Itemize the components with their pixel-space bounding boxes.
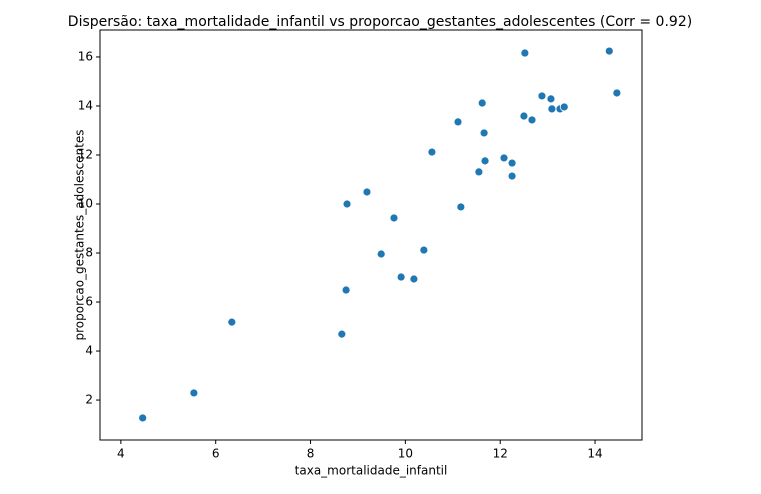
chart-title: Dispersão: taxa_mortalidade_infantil vs …: [68, 14, 692, 30]
y-axis-label: proporcao_gestantes_adolescentes: [73, 129, 87, 340]
point: [456, 202, 466, 212]
x-tick-label: 12: [493, 447, 508, 461]
point: [480, 156, 490, 166]
point: [612, 88, 622, 98]
x-tick-label: 6: [212, 447, 220, 461]
y-tick-label: 4: [85, 344, 93, 358]
x-tick-label: 14: [587, 447, 602, 461]
point: [138, 413, 148, 423]
point: [453, 117, 463, 127]
point: [389, 213, 399, 223]
point: [547, 104, 557, 114]
point: [337, 329, 347, 339]
point: [189, 388, 199, 398]
point: [499, 153, 509, 163]
y-tick-label: 16: [78, 49, 93, 63]
point: [537, 91, 547, 101]
point: [341, 285, 351, 295]
point: [520, 48, 530, 58]
x-tick-label: 8: [307, 447, 315, 461]
y-tick-label: 6: [85, 295, 93, 309]
y-tick-label: 10: [78, 196, 93, 210]
x-axis-label: taxa_mortalidade_infantil: [295, 464, 448, 478]
point: [527, 115, 537, 125]
point: [519, 111, 529, 121]
x-tick-label: 4: [117, 447, 125, 461]
point: [409, 274, 419, 284]
point: [507, 171, 517, 181]
point: [479, 128, 489, 138]
y-tick-label: 8: [85, 246, 93, 260]
point: [376, 249, 386, 259]
point: [477, 98, 487, 108]
point: [396, 272, 406, 282]
point: [546, 94, 556, 104]
point: [342, 199, 352, 209]
x-tick-label: 10: [398, 447, 413, 461]
point: [604, 46, 614, 56]
point: [474, 167, 484, 177]
y-tick-label: 12: [78, 147, 93, 161]
y-tick-label: 14: [78, 98, 93, 112]
point: [559, 102, 569, 112]
point: [419, 245, 429, 255]
point: [227, 317, 237, 327]
point: [427, 147, 437, 157]
y-tick-label: 2: [85, 393, 93, 407]
point: [507, 158, 517, 168]
plot-frame: [99, 29, 643, 441]
point: [362, 187, 372, 197]
